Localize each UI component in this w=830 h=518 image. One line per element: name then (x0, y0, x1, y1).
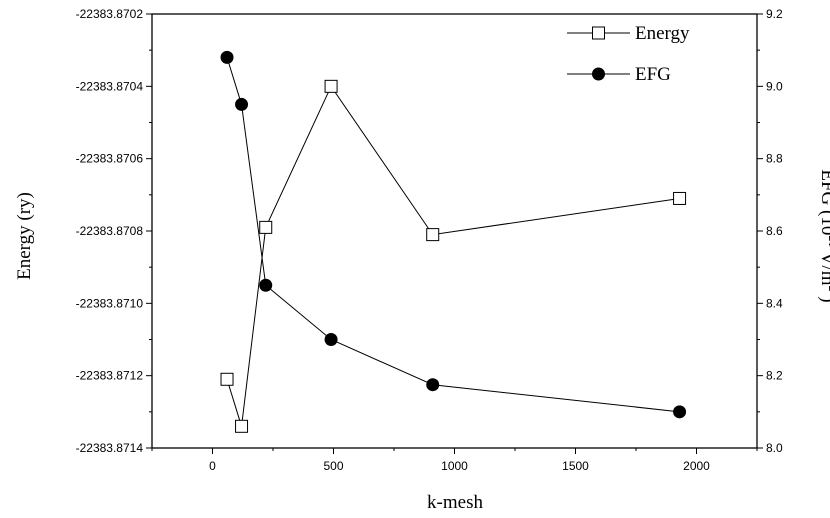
x-tick-label: 1000 (441, 459, 468, 473)
x-tick-label: 2000 (683, 459, 710, 473)
y-left-tick-label: -22383.8702 (76, 7, 144, 21)
legend: Energy EFG (567, 23, 690, 85)
x-axis-title: k-mesh (427, 492, 483, 513)
y-right-tick-label: 8.2 (766, 369, 783, 383)
y-right-tick-label: 8.0 (766, 441, 783, 455)
y-axis-title-left: Energy (ry) (14, 192, 35, 280)
efg-point (673, 405, 687, 419)
efg-series-line (226, 57, 680, 413)
y-left-tick-label: -22383.8708 (76, 224, 144, 238)
legend-energy-marker (592, 26, 605, 40)
efg-point (324, 333, 338, 346)
legend-efg-label: EFG (635, 64, 671, 85)
energy-point (220, 372, 234, 386)
y-right-tick-label: 9.0 (766, 79, 783, 93)
efg-point (235, 97, 249, 111)
y-left-tick-label: -22383.8712 (76, 369, 144, 383)
x-tick-label: 1500 (562, 459, 589, 473)
energy-point (426, 228, 440, 242)
efg-point (220, 50, 234, 64)
energy-point (235, 419, 249, 433)
y-left-tick-label: -22383.8710 (76, 296, 144, 310)
x-tick-label: 500 (323, 459, 343, 473)
axes: 0 500 1000 1500 2000 -22383.8702 -22383.8704 -2… (76, 7, 783, 473)
efg-point (259, 278, 273, 292)
energy-point (324, 79, 338, 93)
legend-energy-label: Energy (635, 23, 690, 44)
x-tick-label: 0 (209, 459, 216, 473)
y-left-tick-label: -22383.8704 (76, 79, 144, 93)
y-right-tick-label: 9.2 (766, 7, 783, 21)
efg-point (426, 378, 440, 392)
y-left-tick-label: -22383.8714 (76, 441, 144, 455)
y-left-tick-label: -22383.8706 (76, 152, 144, 166)
y-right-tick-label: 8.6 (766, 224, 783, 238)
energy-point (673, 191, 687, 205)
series-layer (220, 50, 687, 433)
legend-efg-marker (592, 67, 605, 81)
y-right-tick-label: 8.4 (766, 296, 783, 310)
energy-point (259, 220, 273, 234)
y-axis-title-right: EFG (1021 V/m2 ) (817, 169, 830, 302)
energy-series-line (226, 85, 680, 427)
y-right-tick-label: 8.8 (766, 152, 783, 166)
